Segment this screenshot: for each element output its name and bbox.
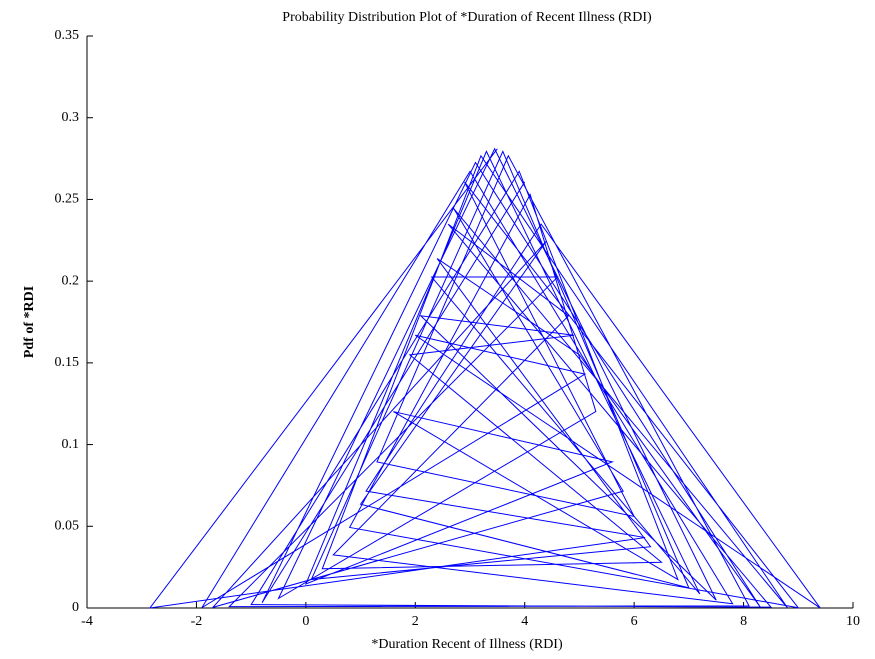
x-tick-label: 8 [740,614,747,629]
chart-title: Probability Distribution Plot of *Durati… [282,10,652,25]
x-tick-label: -4 [81,614,93,629]
y-tick-label: 0.3 [62,110,80,125]
data-line [148,147,821,609]
y-tick-label: 0.2 [62,273,80,288]
x-tick-label: 2 [412,614,419,629]
x-tick-label: 4 [521,614,528,629]
y-axis-label: Pdf of *RDI [22,286,37,358]
y-tick-label: 0 [72,600,79,615]
y-tick-label: 0.25 [55,192,80,207]
y-tick-label: 0.1 [62,437,80,452]
x-tick-label: -2 [191,614,203,629]
x-tick-label: 10 [846,614,860,629]
x-axis-label: *Duration Recent of Illness (RDI) [371,637,563,652]
x-tick-label: 6 [631,614,638,629]
y-tick-label: 0.35 [55,28,80,43]
x-tick-label: 0 [302,614,309,629]
y-tick-label: 0.15 [55,355,80,370]
y-tick-label: 0.05 [55,519,80,534]
